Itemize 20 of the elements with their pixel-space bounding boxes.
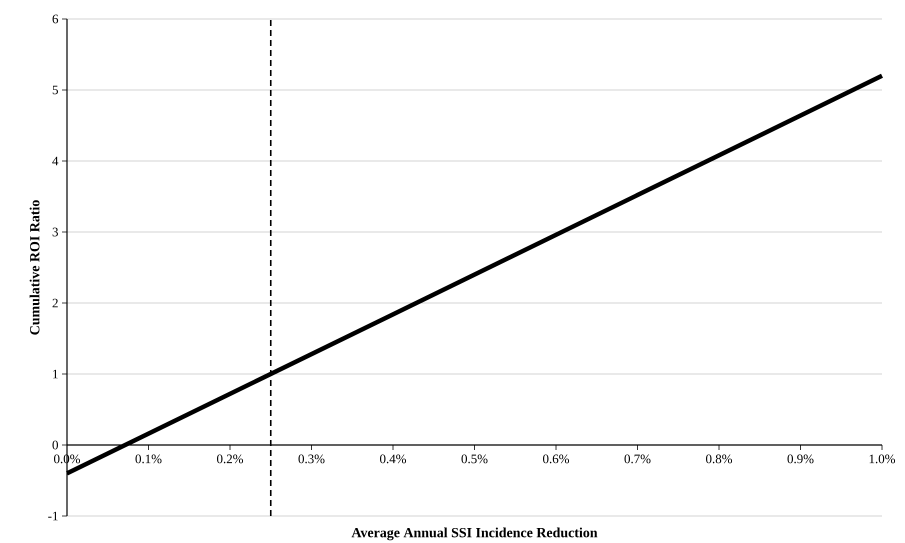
y-axis-title: Cumulative ROI Ratio <box>30 200 40 335</box>
x-tick-label: 0.8% <box>706 454 732 464</box>
x-tick-label: 0.9% <box>788 454 814 464</box>
x-tick-label: 0.6% <box>543 454 570 464</box>
y-tick-label: 5 <box>52 86 58 94</box>
y-tick-label: 6 <box>52 14 58 24</box>
x-tick-label: 0.2% <box>217 454 244 464</box>
y-tick-label: -1 <box>48 512 58 520</box>
x-tick-label: 1.0% <box>870 454 896 464</box>
y-tick-label: 1 <box>53 370 58 378</box>
y-tick-label: 0 <box>52 440 58 450</box>
x-tick-label: 0.7% <box>624 454 651 464</box>
x-tick-label: 0.3% <box>298 454 325 464</box>
x-tick-label: 0.5% <box>462 454 488 464</box>
y-tick-label: 2 <box>52 298 58 308</box>
y-tick-label: 4 <box>52 156 58 166</box>
y-tick-label: 3 <box>52 228 58 236</box>
x-tick-label: 0.4% <box>380 454 406 464</box>
x-tick-label: 0.1% <box>136 454 162 464</box>
x-axis-title: Average Annual SSI Incidence Reduction <box>352 528 598 540</box>
